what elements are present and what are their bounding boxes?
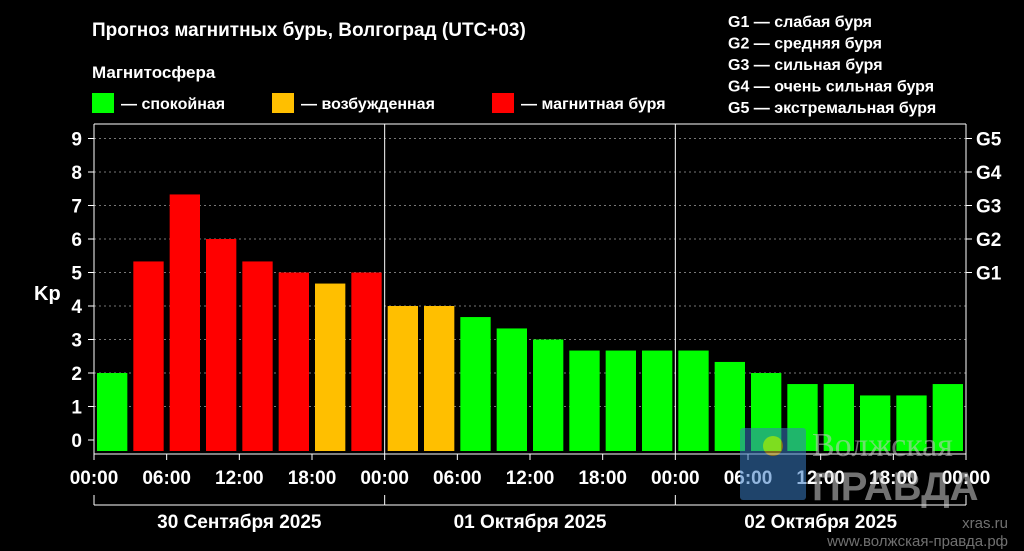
- kp-bar: [823, 384, 854, 451]
- legend-label: — возбужденная: [301, 96, 435, 113]
- g-scale-item: G1 — слабая буря: [728, 14, 872, 31]
- chart-title: Прогноз магнитных бурь, Волгоград (UTC+0…: [92, 20, 526, 41]
- watermark-logo: [740, 428, 806, 500]
- legend-label: — магнитная буря: [521, 96, 666, 113]
- y-tick-label: 9: [71, 130, 82, 151]
- legend-swatch: [92, 93, 114, 113]
- day-label: 02 Октября 2025: [744, 512, 897, 533]
- watermark-name: Волжская: [812, 427, 953, 464]
- y-tick-label: 6: [71, 230, 82, 251]
- g-scale-item: G2 — средняя буря: [728, 36, 882, 53]
- kp-bar: [351, 272, 382, 451]
- kp-bar: [97, 373, 128, 451]
- kp-bar: [860, 395, 891, 451]
- g-tick-label: G1: [976, 264, 1002, 285]
- kp-bar: [424, 306, 455, 451]
- x-tick-label: 00:00: [651, 468, 700, 489]
- x-tick-label: 18:00: [578, 468, 627, 489]
- g-scale-item: G5 — экстремальная буря: [728, 100, 936, 117]
- day-label: 30 Сентября 2025: [157, 512, 322, 533]
- watermark-url: www.волжская-правда.рф: [826, 533, 1008, 550]
- legend: — спокойная — возбужденная — магнитная бур…: [92, 93, 666, 113]
- x-tick-label: 06:00: [433, 468, 482, 489]
- g-tick-label: G3: [976, 197, 1001, 218]
- x-tick-label: 12:00: [506, 468, 555, 489]
- legend-swatch: [492, 93, 514, 113]
- y-tick-label: 7: [71, 197, 82, 218]
- kp-bar: [133, 261, 164, 451]
- kp-bar: [896, 395, 927, 451]
- x-tick-label: 18:00: [288, 468, 337, 489]
- day-label: 01 Октября 2025: [454, 512, 607, 533]
- x-tick-label: 00:00: [70, 468, 119, 489]
- bars: [97, 194, 963, 451]
- g-tick-label: G2: [976, 230, 1001, 251]
- g-scale-item: G4 — очень сильная буря: [728, 79, 934, 96]
- watermark-name-2: ПРАВДА: [812, 465, 979, 509]
- legend-swatch: [272, 93, 294, 113]
- x-tick-label: 06:00: [142, 468, 191, 489]
- kp-bar: [642, 350, 673, 451]
- watermark-site: xras.ru: [962, 515, 1008, 532]
- watermark-logo-sun: [763, 436, 783, 456]
- y-tick-label: 8: [71, 163, 82, 184]
- kp-bar: [496, 328, 527, 451]
- kp-bar: [932, 384, 963, 451]
- y-tick-label: 5: [71, 264, 82, 285]
- kp-bar: [206, 239, 237, 451]
- g-scale-item: G3 — сильная буря: [728, 57, 883, 74]
- kp-bar: [678, 350, 709, 451]
- kp-bar: [605, 350, 636, 451]
- y-tick-label: 4: [71, 297, 82, 318]
- kp-bar: [315, 283, 346, 451]
- grid: [94, 138, 966, 407]
- y-tick-label: 3: [71, 331, 82, 352]
- x-tick-label: 00:00: [942, 468, 991, 489]
- x-tick-label: 00:00: [360, 468, 409, 489]
- y-tick-label: 1: [71, 398, 82, 419]
- kp-bar: [569, 350, 600, 451]
- kp-bar: [278, 272, 309, 451]
- kp-bar: [242, 261, 273, 451]
- legend-title: Магнитосфера: [92, 63, 216, 82]
- legend-label: — спокойная: [121, 96, 225, 113]
- kp-bar: [533, 339, 564, 451]
- axes: 0 1 2 3 4 5 6 7 8 9 G1 G2 G3 G4 G5 00:00 06:00 12:00 18:00…: [70, 123, 1002, 533]
- g-tick-label: G4: [976, 163, 1002, 184]
- g-scale-legend: G1 — слабая буря G2 — средняя буря G3 — си…: [728, 14, 936, 117]
- x-tick-label: 18:00: [869, 468, 918, 489]
- x-tick-label: 12:00: [796, 468, 845, 489]
- kp-bar: [714, 361, 745, 451]
- kp-bar: [169, 194, 200, 451]
- y-tick-label: 0: [71, 431, 82, 452]
- kp-bar: [460, 317, 491, 451]
- x-tick-label: 12:00: [215, 468, 264, 489]
- g-tick-label: G5: [976, 130, 1002, 151]
- kp-bar: [387, 306, 418, 451]
- y-axis-label: Kp: [34, 283, 61, 305]
- y-tick-label: 2: [71, 364, 82, 385]
